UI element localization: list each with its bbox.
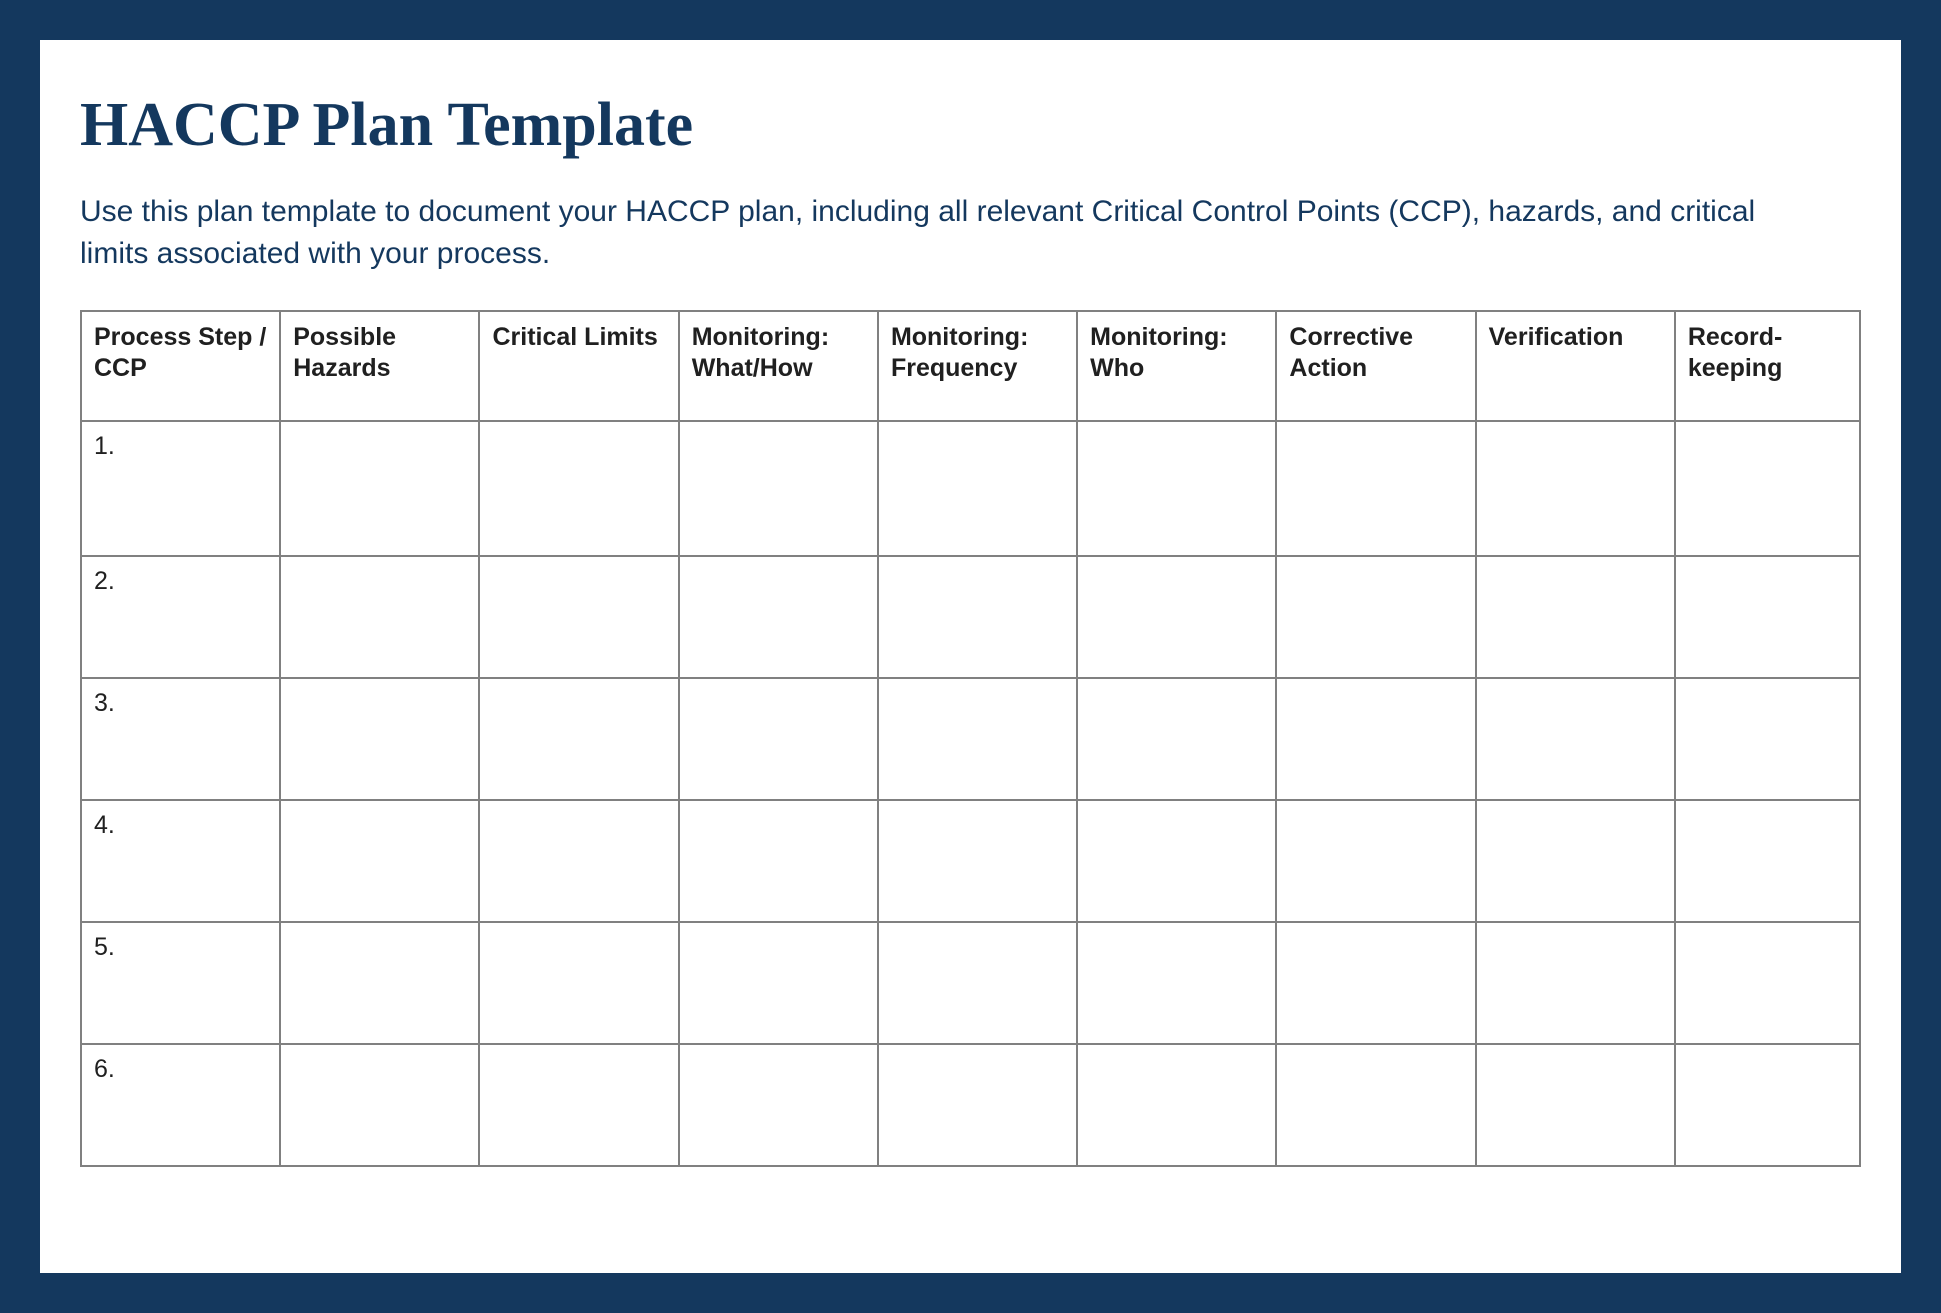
inner-page: HACCP Plan Template Use this plan templa… [40, 40, 1901, 1273]
table-header-cell: Verification [1476, 311, 1675, 421]
table-cell [1077, 556, 1276, 678]
table-cell [1077, 1044, 1276, 1166]
table-cell [1077, 421, 1276, 556]
table-row: 1. [81, 421, 1860, 556]
table-cell: 1. [81, 421, 280, 556]
table-cell [1276, 922, 1475, 1044]
table-cell [280, 678, 479, 800]
table-cell [679, 922, 878, 1044]
table-header-cell: Monitoring: Frequency [878, 311, 1077, 421]
table-cell [1276, 800, 1475, 922]
table-cell [878, 800, 1077, 922]
table-cell: 5. [81, 922, 280, 1044]
table-row: 5. [81, 922, 1860, 1044]
table-header-row: Process Step / CCPPossible HazardsCritic… [81, 311, 1860, 421]
table-cell: 4. [81, 800, 280, 922]
table-cell [1077, 678, 1276, 800]
table-cell [679, 421, 878, 556]
table-cell [280, 421, 479, 556]
table-cell [280, 1044, 479, 1166]
table-header: Process Step / CCPPossible HazardsCritic… [81, 311, 1860, 421]
table-cell [1476, 800, 1675, 922]
table-cell [878, 421, 1077, 556]
table-cell [479, 800, 678, 922]
table-row: 4. [81, 800, 1860, 922]
table-header-cell: Possible Hazards [280, 311, 479, 421]
table-cell [1476, 1044, 1675, 1166]
table-cell: 3. [81, 678, 280, 800]
table-cell [1476, 922, 1675, 1044]
table-cell [1476, 421, 1675, 556]
table-cell [1675, 1044, 1860, 1166]
table-cell [679, 556, 878, 678]
table-header-cell: Corrective Action [1276, 311, 1475, 421]
table-header-cell: Monitoring: Who [1077, 311, 1276, 421]
table-row: 6. [81, 1044, 1860, 1166]
table-body: 1.2.3.4.5.6. [81, 421, 1860, 1166]
table-header-cell: Monitoring: What/How [679, 311, 878, 421]
table-cell [479, 1044, 678, 1166]
table-cell [479, 421, 678, 556]
table-cell [1276, 556, 1475, 678]
table-cell: 6. [81, 1044, 280, 1166]
table-row: 2. [81, 556, 1860, 678]
table-cell [878, 556, 1077, 678]
table-cell [1675, 800, 1860, 922]
table-cell [679, 1044, 878, 1166]
table-cell [1276, 1044, 1475, 1166]
table-cell [479, 922, 678, 1044]
table-cell [878, 1044, 1077, 1166]
table-cell [280, 800, 479, 922]
table-cell [1077, 922, 1276, 1044]
table-cell [280, 922, 479, 1044]
table-header-cell: Process Step / CCP [81, 311, 280, 421]
table-cell [1675, 922, 1860, 1044]
page-description: Use this plan template to document your … [80, 191, 1800, 275]
page-title: HACCP Plan Template [80, 90, 1861, 161]
table-header-cell: Record-keeping [1675, 311, 1860, 421]
table-cell [679, 678, 878, 800]
table-cell [1675, 421, 1860, 556]
table-header-cell: Critical Limits [479, 311, 678, 421]
table-cell [679, 800, 878, 922]
table-row: 3. [81, 678, 1860, 800]
table-cell [479, 678, 678, 800]
table-cell [1675, 678, 1860, 800]
table-cell [280, 556, 479, 678]
table-cell [479, 556, 678, 678]
table-cell [1675, 556, 1860, 678]
table-cell [878, 922, 1077, 1044]
table-cell [1276, 678, 1475, 800]
table-cell: 2. [81, 556, 280, 678]
table-cell [1476, 556, 1675, 678]
table-cell [1077, 800, 1276, 922]
table-cell [878, 678, 1077, 800]
table-cell [1476, 678, 1675, 800]
outer-frame: HACCP Plan Template Use this plan templa… [0, 0, 1941, 1313]
table-cell [1276, 421, 1475, 556]
haccp-table: Process Step / CCPPossible HazardsCritic… [80, 310, 1861, 1167]
